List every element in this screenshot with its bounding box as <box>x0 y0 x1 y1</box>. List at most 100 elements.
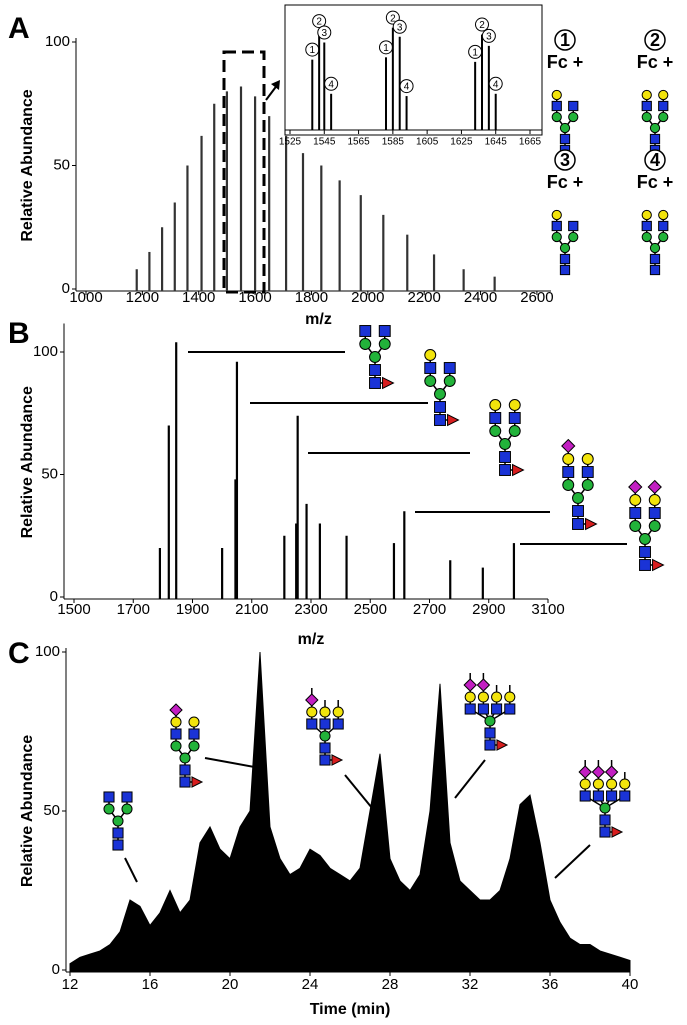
x-tick-label: 12 <box>62 976 79 993</box>
glcnac <box>489 412 502 424</box>
glcnac <box>112 827 124 839</box>
x-tick-label: 3100 <box>531 601 564 618</box>
fucose <box>496 739 509 751</box>
galactose <box>170 716 182 728</box>
fucose <box>585 517 598 531</box>
legend-label: Fc + <box>637 52 674 72</box>
fucose <box>331 754 344 766</box>
x-axis-title: Time (min) <box>310 1001 391 1018</box>
peak-label: 1 <box>310 45 316 56</box>
y-tick-label: 100 <box>35 643 60 660</box>
peak-label: 4 <box>404 82 410 93</box>
glcnac <box>592 790 604 802</box>
legend-number-circle <box>554 29 576 51</box>
x-tick-label: 2900 <box>472 601 505 618</box>
mannose <box>559 242 571 254</box>
glcnac <box>619 790 631 802</box>
glcnac <box>658 220 669 232</box>
glcnac <box>491 703 503 715</box>
glcnac <box>319 742 331 754</box>
fucose <box>447 413 460 427</box>
glcnac <box>559 264 571 276</box>
peak-label: 1 <box>472 48 478 59</box>
x-tick-label: 1400 <box>182 289 215 306</box>
chromatogram <box>69 651 631 973</box>
peak-label-circle <box>324 76 339 91</box>
x-tick-label: 2000 <box>351 289 384 306</box>
sialic-acid <box>561 438 576 454</box>
galactose <box>658 89 669 101</box>
sialic-acid <box>591 765 606 779</box>
fucose <box>611 826 624 838</box>
galactose <box>477 691 489 703</box>
galactose <box>658 209 669 221</box>
peak-label: 4 <box>328 79 334 90</box>
y-axis-title: Relative Abundance <box>19 735 36 887</box>
legend-number-circle <box>554 149 576 171</box>
x-tick-label: 2400 <box>464 289 497 306</box>
glcnac <box>641 220 652 232</box>
mannose <box>559 122 571 134</box>
y-tick-label: 50 <box>41 465 58 482</box>
x-axis-title: m/z <box>298 631 325 648</box>
x-tick-label: 1665 <box>519 137 542 148</box>
x-tick-label: 2600 <box>520 289 553 306</box>
glcnac <box>504 703 516 715</box>
glcnac <box>658 100 669 112</box>
x-tick-label: 2200 <box>407 289 440 306</box>
galactose <box>606 778 618 790</box>
glcnac <box>103 791 115 803</box>
y-tick-label: 0 <box>62 280 70 297</box>
x-tick-label: 28 <box>382 976 399 993</box>
galactose <box>562 453 575 465</box>
glcnac <box>188 728 200 740</box>
glcnac <box>551 100 562 112</box>
legend-number-circle <box>644 29 666 51</box>
glcnac <box>568 220 579 232</box>
peak-label: 3 <box>397 22 403 33</box>
x-tick-label: 20 <box>222 976 239 993</box>
glcnac <box>572 518 584 530</box>
mannose <box>599 802 611 814</box>
glcnac <box>551 220 562 232</box>
mannose <box>359 338 372 350</box>
glcnac <box>649 264 661 276</box>
x-tick-label: 1605 <box>416 137 439 148</box>
mannose <box>112 815 124 827</box>
galactose <box>504 691 516 703</box>
fucose <box>512 463 525 477</box>
glcnac <box>599 814 611 826</box>
galactose <box>579 778 591 790</box>
fucose <box>652 558 665 572</box>
glcnac <box>581 466 594 478</box>
galactose <box>424 349 437 361</box>
panel-label: A <box>8 12 30 45</box>
x-tick-label: 40 <box>622 976 639 993</box>
glcnac <box>434 414 446 426</box>
glcnac <box>424 362 437 374</box>
sialic-acid <box>628 479 643 495</box>
y-tick-label: 100 <box>33 343 58 360</box>
galactose <box>306 706 318 718</box>
glcnac <box>484 739 496 751</box>
glcnac <box>579 790 591 802</box>
galactose <box>319 706 331 718</box>
y-tick-label: 50 <box>53 156 70 173</box>
galactose <box>619 778 631 790</box>
glcnac <box>359 325 372 337</box>
mannose <box>568 111 579 123</box>
mannose <box>319 730 331 742</box>
mannose <box>648 520 661 532</box>
glcnac <box>639 559 651 571</box>
legend-number: 1 <box>560 30 570 50</box>
glcnac <box>170 728 182 740</box>
sialic-acid <box>604 765 619 779</box>
mannose <box>103 803 115 815</box>
sialic-acid <box>578 765 592 779</box>
peak-label: 2 <box>316 17 322 28</box>
glcnac <box>572 505 584 517</box>
galactose <box>551 89 562 101</box>
x-tick-label: 2700 <box>413 601 446 618</box>
glcnac <box>508 412 521 424</box>
mannose <box>188 740 200 752</box>
